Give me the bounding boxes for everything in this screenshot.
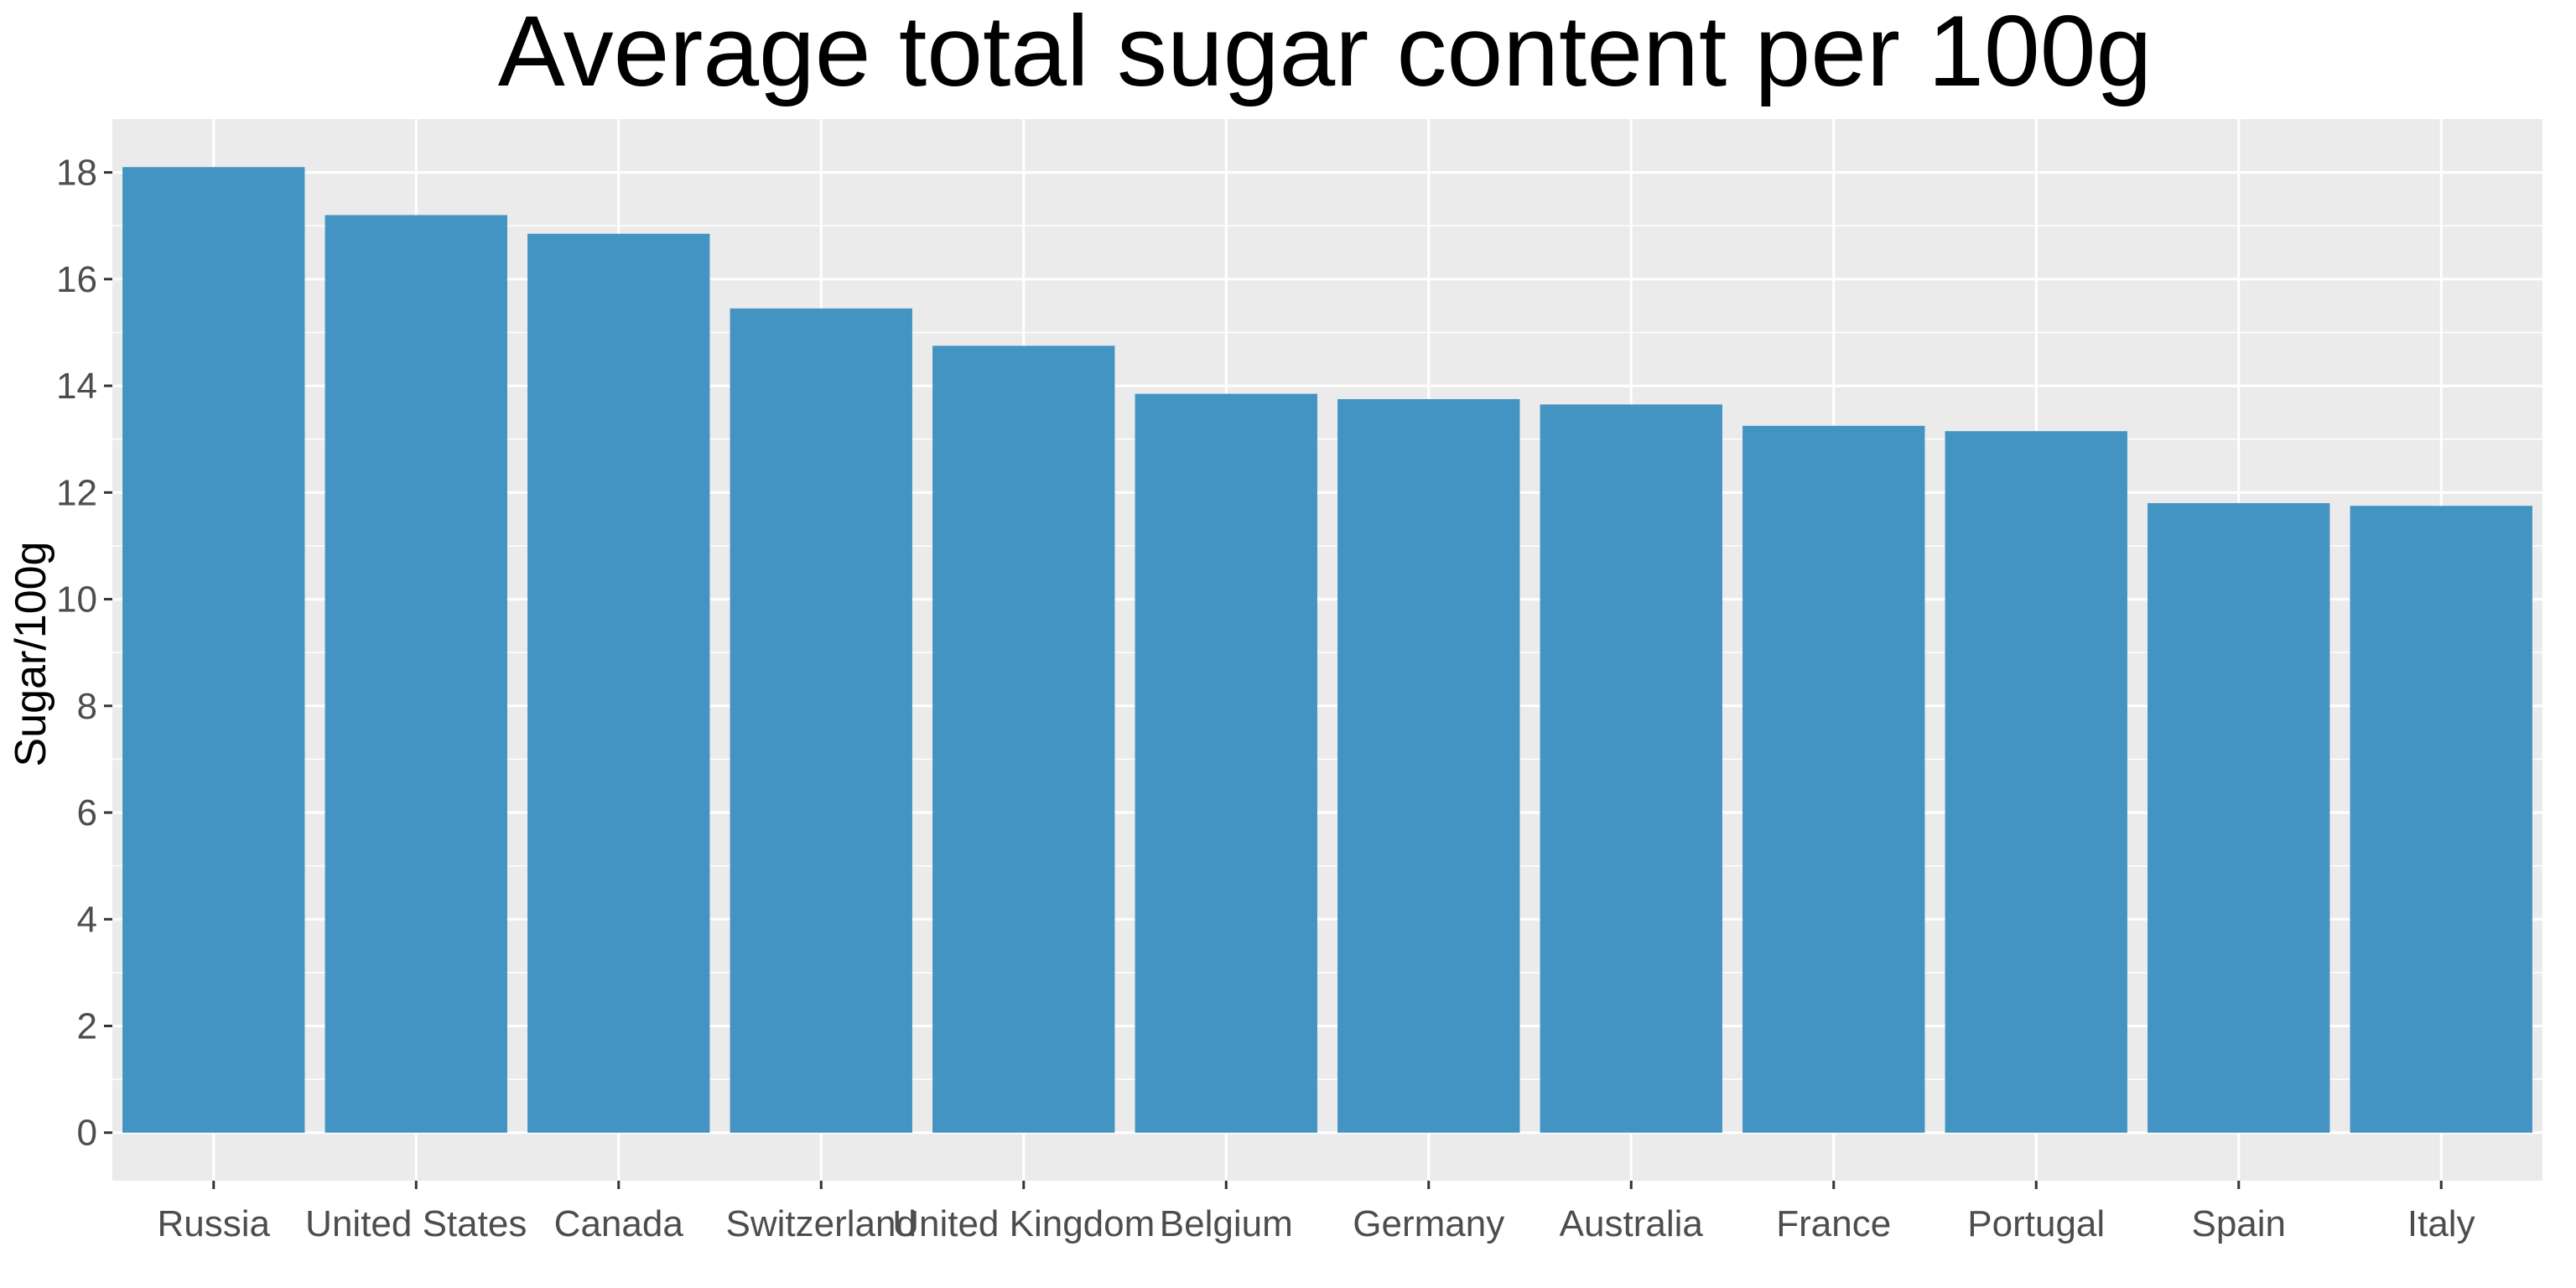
bar-belgium — [1135, 393, 1317, 1133]
y-tick-label: 2 — [77, 1006, 97, 1047]
y-tick-label: 4 — [77, 899, 97, 940]
x-tick-label: Italy — [2407, 1203, 2475, 1244]
x-tick-label: Australia — [1560, 1203, 1704, 1244]
x-tick-label: United States — [305, 1203, 527, 1244]
y-tick-label: 12 — [56, 472, 97, 513]
y-tick-label: 16 — [56, 259, 97, 300]
bar-portugal — [1945, 431, 2127, 1133]
bar-australia — [1540, 404, 1722, 1133]
x-tick-label: Canada — [554, 1203, 684, 1244]
x-tick-label: Portugal — [1967, 1203, 2105, 1244]
axis-ticks: 0 2 4 6 8 10 12 14 16 18 Russia United States Canada… — [56, 153, 2475, 1244]
x-tick-label: France — [1776, 1203, 1891, 1244]
bar-switzerland — [730, 308, 912, 1133]
bar-germany — [1337, 398, 1520, 1133]
x-tick-label: United Kingdom — [892, 1203, 1155, 1244]
x-tick-label: Russia — [158, 1203, 271, 1244]
x-tick-label: Spain — [2191, 1203, 2286, 1244]
chart-title: Average total sugar content per 100g — [498, 0, 2153, 107]
y-tick-label: 6 — [77, 792, 97, 834]
bar-spain — [2148, 503, 2330, 1133]
y-tick-label: 10 — [56, 579, 97, 621]
y-axis-title: Sugar/100g — [7, 542, 55, 767]
y-tick-label: 14 — [56, 366, 97, 407]
bar-united-states — [325, 215, 507, 1133]
x-tick-label: Belgium — [1160, 1203, 1293, 1244]
y-tick-label: 8 — [77, 686, 97, 727]
plot-panel — [112, 119, 2542, 1181]
x-tick-label: Germany — [1353, 1203, 1504, 1244]
bar-france — [1742, 425, 1925, 1133]
y-tick-label: 0 — [77, 1113, 97, 1154]
bar-russia — [122, 167, 305, 1133]
x-tick-label: Switzerland — [726, 1203, 917, 1244]
y-tick-label: 18 — [56, 153, 97, 194]
bar-canada — [527, 233, 710, 1133]
bar-italy — [2350, 506, 2532, 1133]
bar-united-kingdom — [932, 345, 1115, 1133]
bars — [122, 167, 2532, 1133]
